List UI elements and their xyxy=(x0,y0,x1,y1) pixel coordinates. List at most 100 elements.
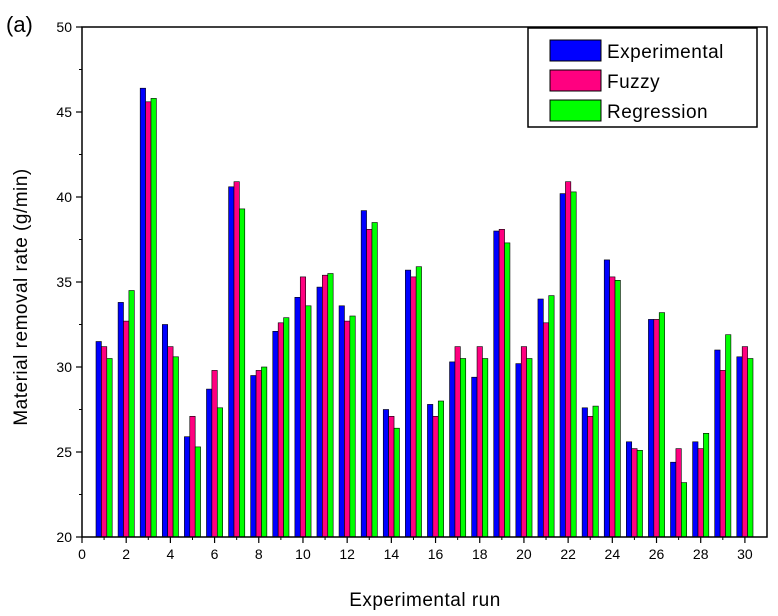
bar-experimental-run-23 xyxy=(581,407,588,538)
bar-fuzzy-run-21 xyxy=(543,322,550,538)
bar-regression-run-18 xyxy=(482,358,489,538)
bar-regression-run-19 xyxy=(504,242,511,538)
bar-fuzzy-run-3 xyxy=(145,101,152,538)
bar-experimental-run-4 xyxy=(161,324,168,538)
x-tick-label: 16 xyxy=(428,546,444,562)
x-tick-label: 10 xyxy=(295,546,311,562)
bar-fuzzy-run-18 xyxy=(476,346,483,538)
x-tick-label: 12 xyxy=(339,546,355,562)
y-tick-label: 20 xyxy=(56,529,72,545)
bar-regression-run-4 xyxy=(172,356,179,538)
x-tick-label: 4 xyxy=(166,546,174,562)
bar-experimental-run-18 xyxy=(471,376,478,538)
bar-experimental-run-17 xyxy=(449,361,456,538)
x-tick-label: 18 xyxy=(472,546,488,562)
legend-swatch-experimental xyxy=(549,39,602,62)
bar-experimental-run-19 xyxy=(493,230,500,538)
bar-regression-run-22 xyxy=(570,191,577,538)
x-tick-label: 0 xyxy=(78,546,86,562)
bar-experimental-run-1 xyxy=(95,341,102,538)
bar-fuzzy-run-6 xyxy=(211,370,218,538)
bar-fuzzy-run-23 xyxy=(587,415,594,538)
bar-regression-run-13 xyxy=(371,222,378,538)
bar-regression-run-2 xyxy=(128,290,135,538)
bar-experimental-run-30 xyxy=(736,356,743,538)
panel-label: (a) xyxy=(6,12,33,37)
bar-regression-run-8 xyxy=(261,366,268,538)
bar-experimental-run-7 xyxy=(228,186,235,538)
y-axis-title: Material removal rate (g/min) xyxy=(11,168,32,425)
x-axis-title: Experimental run xyxy=(349,590,501,611)
bar-experimental-run-3 xyxy=(139,87,146,538)
bar-regression-run-28 xyxy=(703,432,710,538)
bar-regression-run-16 xyxy=(437,400,444,538)
bar-fuzzy-run-17 xyxy=(454,346,461,538)
x-tick-label: 14 xyxy=(384,546,400,562)
bar-regression-run-7 xyxy=(239,208,246,538)
x-tick-label: 24 xyxy=(605,546,621,562)
bar-fuzzy-run-29 xyxy=(719,370,726,538)
bar-fuzzy-run-1 xyxy=(101,346,108,538)
axes-group: 0 2 4 6 8 10 12 14 16 18 20 22 24 26 28 302025303540455… xyxy=(56,19,768,562)
bar-regression-run-3 xyxy=(150,98,157,538)
bar-regression-run-1 xyxy=(106,358,113,538)
y-tick-label: 50 xyxy=(56,19,72,35)
bar-experimental-run-5 xyxy=(184,436,191,538)
y-tick-label: 45 xyxy=(56,104,72,120)
bar-regression-run-15 xyxy=(415,266,422,538)
bar-regression-run-9 xyxy=(283,317,290,538)
x-tick-label: 30 xyxy=(737,546,753,562)
bar-experimental-run-10 xyxy=(294,296,301,538)
bar-fuzzy-run-11 xyxy=(322,274,329,538)
bar-fuzzy-run-27 xyxy=(675,448,682,538)
bar-fuzzy-run-10 xyxy=(299,276,306,538)
bar-regression-run-30 xyxy=(747,358,754,538)
bar-regression-run-27 xyxy=(681,482,688,538)
legend-label-regression: Regression xyxy=(607,102,708,123)
y-tick-label: 25 xyxy=(56,444,72,460)
bar-regression-run-6 xyxy=(216,407,223,538)
bar-fuzzy-run-22 xyxy=(565,181,572,538)
bar-regression-run-26 xyxy=(658,312,665,538)
legend-swatch-fuzzy xyxy=(549,69,602,92)
bar-regression-run-23 xyxy=(592,405,599,538)
y-tick-label: 40 xyxy=(56,189,72,205)
legend-label-experimental: Experimental xyxy=(607,42,724,63)
bar-experimental-run-22 xyxy=(559,193,566,538)
bar-regression-run-20 xyxy=(526,358,533,538)
bar-regression-run-10 xyxy=(305,305,312,538)
bar-experimental-run-25 xyxy=(626,441,633,538)
y-tick-label: 35 xyxy=(56,274,72,290)
legend-swatch-regression xyxy=(549,99,602,122)
bar-fuzzy-run-20 xyxy=(520,346,527,538)
bar-regression-run-24 xyxy=(614,279,621,538)
bar-experimental-run-8 xyxy=(250,375,257,538)
bar-experimental-run-13 xyxy=(360,210,367,538)
bar-regression-run-11 xyxy=(327,273,334,538)
bar-experimental-run-11 xyxy=(316,286,323,538)
bar-regression-run-5 xyxy=(194,446,201,538)
bar-fuzzy-run-28 xyxy=(697,448,704,538)
bar-fuzzy-run-15 xyxy=(410,276,417,538)
bar-experimental-run-27 xyxy=(670,461,677,538)
x-tick-label: 6 xyxy=(211,546,219,562)
x-tick-label: 8 xyxy=(255,546,263,562)
bar-fuzzy-run-26 xyxy=(653,319,660,538)
bar-fuzzy-run-4 xyxy=(167,346,174,538)
bar-regression-run-25 xyxy=(636,449,643,538)
x-tick-label: 26 xyxy=(649,546,665,562)
y-tick-label: 30 xyxy=(56,359,72,375)
bar-fuzzy-run-19 xyxy=(498,229,505,538)
x-tick-label: 22 xyxy=(560,546,576,562)
bar-experimental-run-15 xyxy=(405,269,412,538)
bar-experimental-run-2 xyxy=(117,302,124,538)
bar-regression-run-29 xyxy=(725,334,732,538)
bar-fuzzy-run-24 xyxy=(609,276,616,538)
legend-label-fuzzy: Fuzzy xyxy=(607,72,660,93)
bar-regression-run-21 xyxy=(548,295,555,538)
bar-fuzzy-run-12 xyxy=(344,320,351,538)
bar-fuzzy-run-13 xyxy=(366,229,373,538)
bar-experimental-run-21 xyxy=(537,298,544,538)
bar-experimental-run-16 xyxy=(427,404,434,538)
